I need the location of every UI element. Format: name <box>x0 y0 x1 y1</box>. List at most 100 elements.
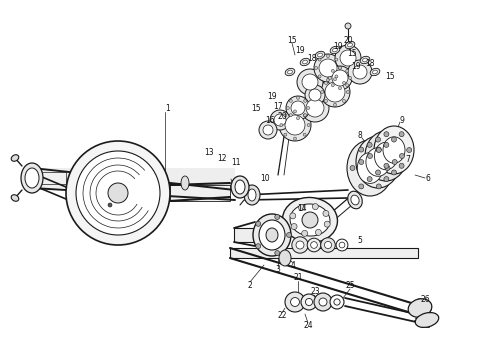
Ellipse shape <box>408 299 432 317</box>
Circle shape <box>309 89 321 101</box>
Text: 6: 6 <box>425 174 430 183</box>
Circle shape <box>287 233 292 238</box>
Text: 7: 7 <box>406 154 411 163</box>
Ellipse shape <box>366 148 390 176</box>
Circle shape <box>325 82 345 102</box>
Circle shape <box>375 170 381 175</box>
Ellipse shape <box>279 250 291 266</box>
Circle shape <box>315 67 318 69</box>
Ellipse shape <box>235 180 245 194</box>
Text: 3: 3 <box>275 266 280 274</box>
Circle shape <box>340 50 356 66</box>
Circle shape <box>336 239 348 251</box>
Circle shape <box>108 203 112 207</box>
Circle shape <box>384 132 389 137</box>
Circle shape <box>346 90 349 94</box>
Ellipse shape <box>415 312 439 328</box>
Ellipse shape <box>363 58 368 62</box>
Circle shape <box>312 204 318 210</box>
Circle shape <box>263 125 273 135</box>
Circle shape <box>334 103 337 106</box>
Ellipse shape <box>248 189 256 201</box>
Circle shape <box>324 81 327 85</box>
Circle shape <box>301 294 317 310</box>
Circle shape <box>291 224 297 230</box>
Circle shape <box>307 238 321 252</box>
Ellipse shape <box>372 70 377 74</box>
Circle shape <box>314 54 342 82</box>
Circle shape <box>284 114 287 117</box>
Circle shape <box>399 163 404 168</box>
Circle shape <box>289 114 293 117</box>
Circle shape <box>326 55 329 58</box>
Ellipse shape <box>303 60 307 64</box>
Ellipse shape <box>345 41 355 49</box>
Circle shape <box>304 114 307 117</box>
Text: 13: 13 <box>204 148 214 157</box>
Circle shape <box>384 177 389 181</box>
Text: 9: 9 <box>399 116 404 125</box>
Ellipse shape <box>266 228 278 242</box>
Circle shape <box>359 159 364 165</box>
Circle shape <box>303 133 306 136</box>
Ellipse shape <box>21 163 43 193</box>
Circle shape <box>296 241 304 249</box>
Circle shape <box>305 298 313 306</box>
Ellipse shape <box>11 195 19 201</box>
Circle shape <box>331 69 334 72</box>
Circle shape <box>314 293 332 311</box>
Text: 15: 15 <box>251 104 261 113</box>
Circle shape <box>279 109 311 141</box>
Circle shape <box>66 141 170 245</box>
Ellipse shape <box>253 214 291 256</box>
Circle shape <box>326 78 329 81</box>
Circle shape <box>321 238 335 252</box>
Circle shape <box>339 66 342 69</box>
Ellipse shape <box>136 173 144 187</box>
Circle shape <box>291 298 299 306</box>
Circle shape <box>384 163 389 168</box>
Text: 4: 4 <box>291 261 295 270</box>
Circle shape <box>376 184 381 189</box>
Ellipse shape <box>244 185 260 205</box>
Circle shape <box>256 221 261 226</box>
Circle shape <box>353 65 367 79</box>
Text: 26: 26 <box>420 296 430 305</box>
Circle shape <box>346 69 349 72</box>
Circle shape <box>302 74 318 90</box>
Ellipse shape <box>288 70 293 74</box>
Circle shape <box>274 114 286 126</box>
Text: 11: 11 <box>231 158 241 166</box>
Circle shape <box>316 229 321 235</box>
Circle shape <box>305 85 325 105</box>
Circle shape <box>301 94 329 122</box>
Text: 23: 23 <box>310 288 320 297</box>
Text: 10: 10 <box>260 174 270 183</box>
Circle shape <box>368 153 372 158</box>
Circle shape <box>298 204 305 211</box>
Circle shape <box>259 121 277 139</box>
Text: 12: 12 <box>217 153 227 162</box>
Ellipse shape <box>348 191 362 209</box>
Ellipse shape <box>383 137 405 163</box>
Circle shape <box>286 96 310 120</box>
Text: 18: 18 <box>307 54 317 63</box>
Bar <box>32 168 235 188</box>
Text: 17: 17 <box>273 102 283 111</box>
Text: 21: 21 <box>293 274 303 283</box>
Circle shape <box>385 166 390 171</box>
Ellipse shape <box>347 43 352 47</box>
Circle shape <box>330 295 344 309</box>
Circle shape <box>323 211 329 216</box>
Text: 15: 15 <box>347 49 357 58</box>
Circle shape <box>339 87 342 90</box>
Circle shape <box>275 251 280 256</box>
Text: 20: 20 <box>277 112 287 121</box>
Circle shape <box>343 81 345 85</box>
Circle shape <box>332 70 348 86</box>
Circle shape <box>343 99 345 103</box>
Circle shape <box>256 244 261 249</box>
Text: 15: 15 <box>287 36 297 45</box>
Circle shape <box>335 45 361 71</box>
Ellipse shape <box>231 176 249 198</box>
